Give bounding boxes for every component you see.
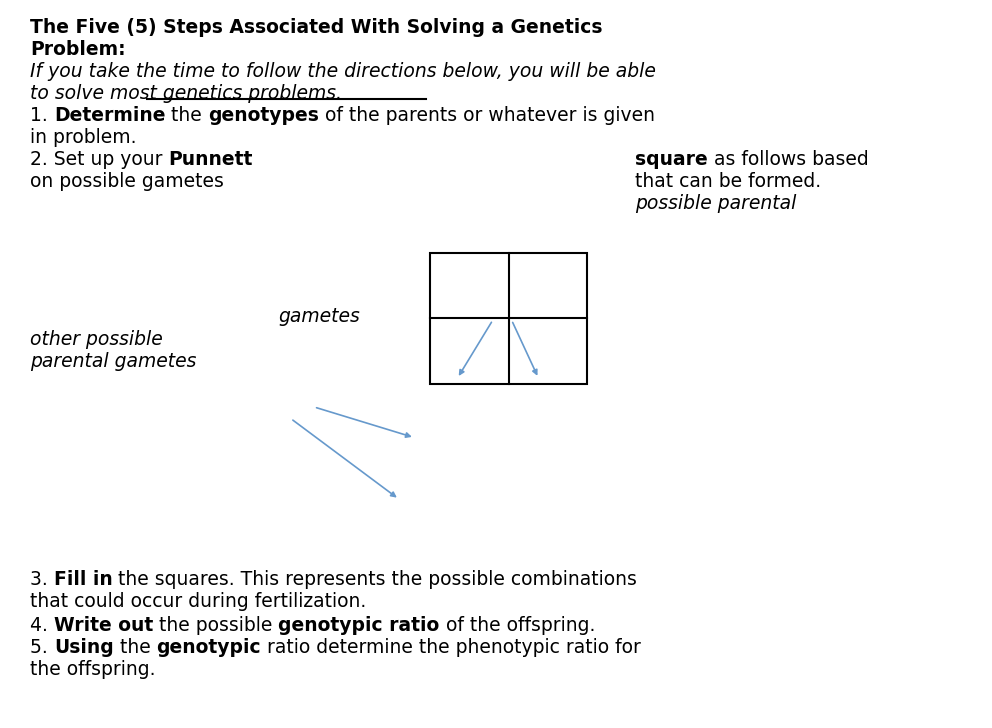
Text: Punnett: Punnett	[169, 150, 253, 169]
Text: genotypic: genotypic	[157, 638, 261, 657]
Text: on possible gametes: on possible gametes	[30, 172, 224, 191]
Text: other possible: other possible	[30, 330, 163, 349]
Text: the: the	[166, 106, 208, 125]
Text: the possible: the possible	[153, 616, 279, 635]
Bar	[431, 253, 587, 384]
Text: that can be formed.: that can be formed.	[635, 172, 821, 191]
Text: possible parental: possible parental	[635, 194, 797, 213]
Text: 4.: 4.	[30, 616, 54, 635]
Text: If you take the time to follow the directions below, you will be able: If you take the time to follow the direc…	[30, 62, 656, 81]
Text: as follows based: as follows based	[707, 150, 869, 169]
Text: genotypes: genotypes	[208, 106, 318, 125]
Text: ratio determine the phenotypic ratio for: ratio determine the phenotypic ratio for	[261, 638, 641, 657]
Text: 5.: 5.	[30, 638, 54, 657]
Text: 1.: 1.	[30, 106, 54, 125]
Text: of the offspring.: of the offspring.	[439, 616, 595, 635]
Text: in problem.: in problem.	[30, 128, 137, 147]
Text: Problem:: Problem:	[30, 40, 126, 59]
Text: the squares. This represents the possible combinations: the squares. This represents the possibl…	[112, 570, 638, 589]
Text: 3.: 3.	[30, 570, 54, 589]
Text: Determine: Determine	[54, 106, 166, 125]
Text: to solve most genetics problems.: to solve most genetics problems.	[30, 84, 342, 103]
Text: genotypic ratio: genotypic ratio	[279, 616, 439, 635]
Text: The Five (5) Steps Associated With Solving a Genetics: The Five (5) Steps Associated With Solvi…	[30, 18, 602, 37]
Text: gametes: gametes	[278, 307, 360, 326]
Text: that could occur during fertilization.: that could occur during fertilization.	[30, 592, 366, 611]
Text: Write out: Write out	[54, 616, 153, 635]
Text: the offspring.: the offspring.	[30, 660, 156, 679]
Text: Fill in: Fill in	[54, 570, 112, 589]
Text: parental gametes: parental gametes	[30, 352, 196, 371]
Text: of the parents or whatever is given: of the parents or whatever is given	[318, 106, 655, 125]
Text: 2. Set up your: 2. Set up your	[30, 150, 169, 169]
Text: the: the	[113, 638, 157, 657]
Text: square: square	[635, 150, 707, 169]
Text: Using: Using	[54, 638, 113, 657]
